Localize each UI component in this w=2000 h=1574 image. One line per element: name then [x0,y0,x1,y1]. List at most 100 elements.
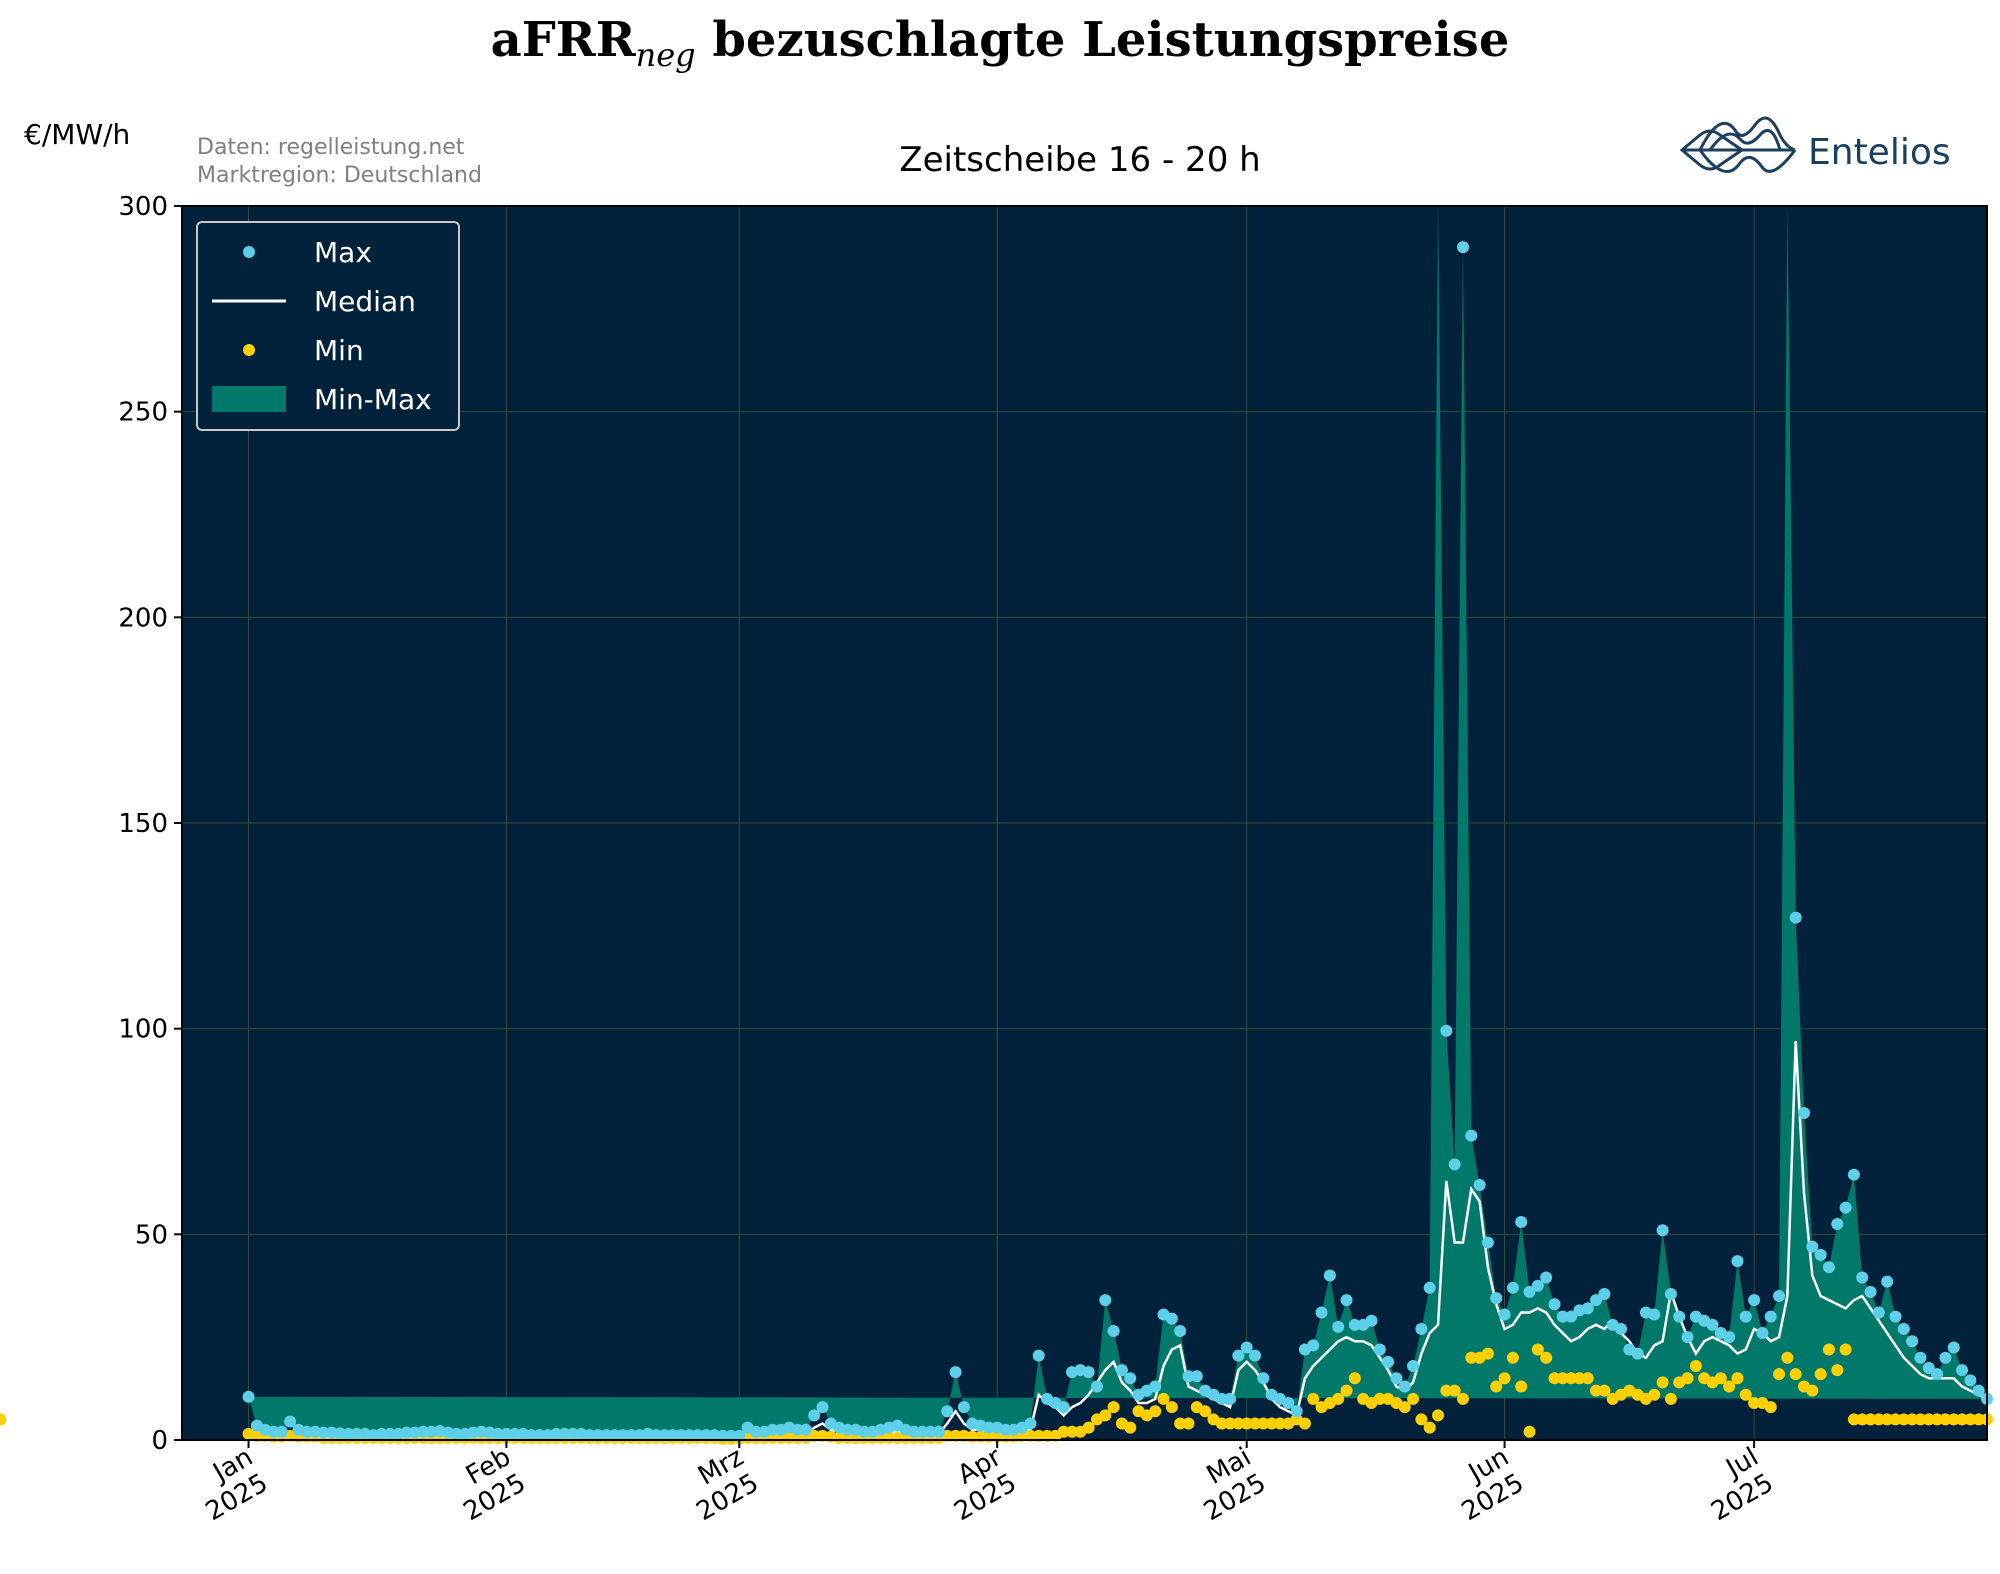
max-point [533,1429,546,1442]
max-point [1872,1306,1885,1319]
region-line: Marktregion: Deutschland [197,163,482,188]
max-point [1032,1349,1045,1362]
legend-box [196,221,460,431]
max-point [733,1429,746,1442]
min-point [1922,1413,1935,1426]
max-point [492,1427,505,1440]
max-point [342,1427,355,1440]
max-point [808,1409,821,1422]
min-point [1199,1405,1212,1418]
min-point [1099,1409,1112,1422]
max-point [816,1401,829,1414]
min-point [1307,1392,1320,1405]
min-point [1839,1343,1852,1356]
max-point [1590,1294,1603,1307]
min-point [1889,1413,1902,1426]
y-tick-label: 0 [151,1426,168,1456]
min-point [1881,1413,1894,1426]
min-point [1681,1372,1694,1385]
max-point [1440,1024,1453,1037]
max-point [1448,1158,1461,1171]
max-point [1481,1236,1494,1249]
min-point [1423,1421,1436,1434]
max-point [1814,1248,1827,1261]
max-point [1964,1374,1977,1387]
max-point [1581,1302,1594,1315]
max-point [700,1429,713,1442]
min-point [1806,1384,1819,1397]
min-point [1456,1392,1469,1405]
min-point [1066,1425,1079,1438]
min-point [1897,1413,1910,1426]
max-point [1498,1308,1511,1321]
max-point [1082,1366,1095,1379]
max-point [1681,1331,1694,1344]
max-point [1024,1417,1037,1430]
max-point [1631,1347,1644,1360]
min-point [1723,1380,1736,1393]
min-point [1590,1384,1603,1397]
max-point [1240,1341,1253,1354]
min-point [1298,1417,1311,1430]
min-point [1032,1429,1045,1442]
max-point [999,1423,1012,1436]
min-point [1224,1417,1237,1430]
chart-subtitle: Zeitscheibe 16 - 20 h [899,140,1261,180]
min-point [1773,1368,1786,1381]
min-point [949,1429,962,1442]
max-point [558,1427,571,1440]
min-point [1174,1417,1187,1430]
max-point [1224,1392,1237,1405]
min-point [1240,1417,1253,1430]
max-point [666,1429,679,1442]
max-point [1773,1290,1786,1303]
min-point [1041,1429,1054,1442]
min-point [1440,1384,1453,1397]
max-point [1706,1318,1719,1331]
max-point [550,1427,563,1440]
max-point [417,1425,430,1438]
min-point [1814,1368,1827,1381]
max-point [1897,1322,1910,1335]
max-point [1490,1292,1503,1305]
legend-label: Min [314,334,364,367]
max-point [766,1423,779,1436]
max-point [1839,1201,1852,1214]
max-point [284,1415,297,1428]
title-rest: bezuschlagte Leistungspreise [695,12,1510,68]
max-point [1664,1287,1677,1300]
max-point [1174,1324,1187,1337]
max-point [791,1423,804,1436]
min-point [1939,1413,1952,1426]
max-point [1756,1327,1769,1340]
max-point [799,1423,812,1436]
min-point [1082,1421,1095,1434]
max-point [242,1390,255,1403]
max-point [1348,1318,1361,1331]
max-point [1315,1306,1328,1319]
y-tick-label: 250 [118,398,168,428]
max-point [1099,1294,1112,1307]
y-tick-label: 150 [118,809,168,839]
min-point [1490,1380,1503,1393]
min-point [1465,1351,1478,1364]
y-axis-unit: €/MW/h [24,118,131,151]
max-point [625,1429,638,1442]
min-point [1856,1413,1869,1426]
max-point [1456,241,1469,254]
max-point [1365,1314,1378,1327]
min-point [1498,1372,1511,1385]
title-subscript: neg [635,36,696,74]
max-point [600,1429,613,1442]
max-point [932,1425,945,1438]
max-point [1290,1405,1303,1418]
max-point [683,1429,696,1442]
min-point [1016,1429,1029,1442]
min-point [1739,1388,1752,1401]
min-point [1714,1372,1727,1385]
